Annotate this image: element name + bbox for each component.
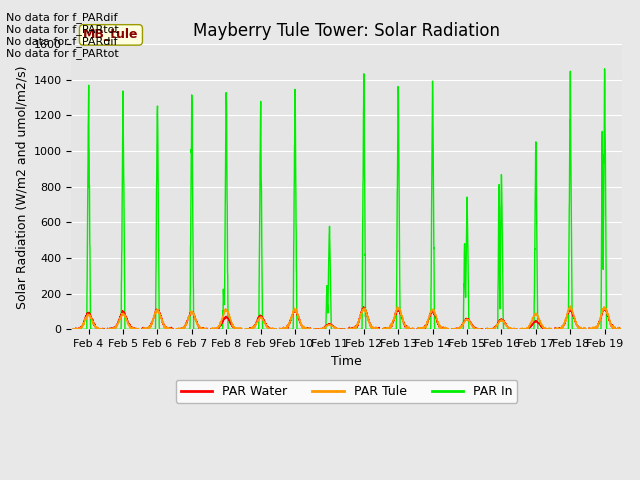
Text: No data for f_PARdif: No data for f_PARdif xyxy=(6,36,118,47)
Legend: PAR Water, PAR Tule, PAR In: PAR Water, PAR Tule, PAR In xyxy=(176,380,517,403)
Text: No data for f_PARtot: No data for f_PARtot xyxy=(6,24,119,35)
Title: Mayberry Tule Tower: Solar Radiation: Mayberry Tule Tower: Solar Radiation xyxy=(193,22,500,40)
Text: No data for f_PARtot: No data for f_PARtot xyxy=(6,48,119,59)
Y-axis label: Solar Radiation (W/m2 and umol/m2/s): Solar Radiation (W/m2 and umol/m2/s) xyxy=(15,65,28,309)
X-axis label: Time: Time xyxy=(332,355,362,368)
Text: MB_tule: MB_tule xyxy=(83,28,139,41)
Text: No data for f_PARdif: No data for f_PARdif xyxy=(6,12,118,23)
